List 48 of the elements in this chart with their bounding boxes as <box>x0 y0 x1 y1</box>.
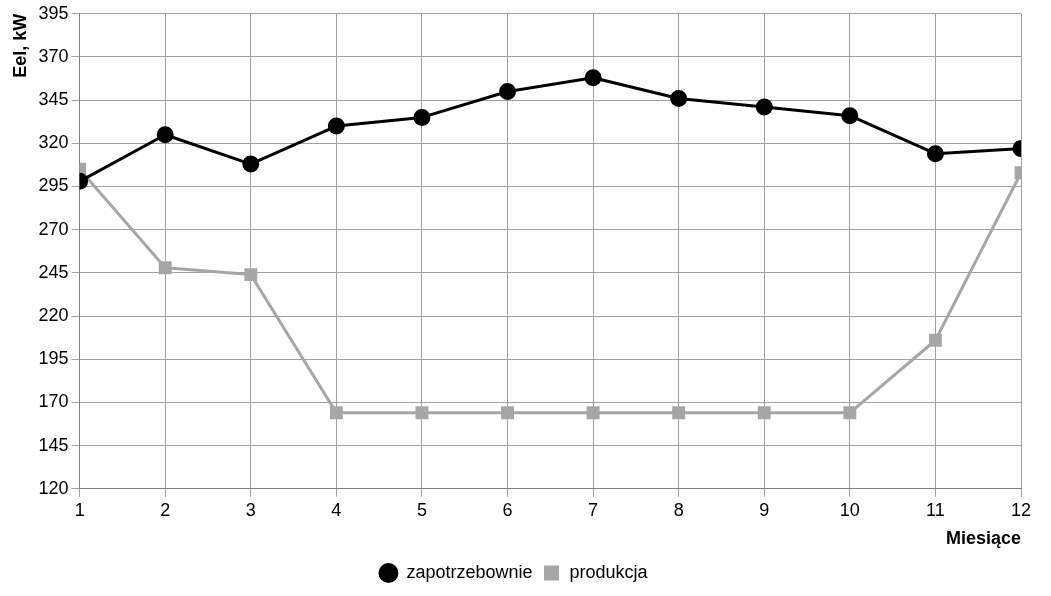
y-axis-title: Eel, kW <box>9 13 30 78</box>
y-tick-label: 220 <box>38 305 69 326</box>
point <box>757 406 771 420</box>
point <box>415 406 429 420</box>
point <box>843 406 857 420</box>
point <box>242 155 260 173</box>
y-tick-label: 145 <box>38 434 69 455</box>
y-tick-label: 370 <box>38 45 69 66</box>
legend-label: produkcja <box>569 561 649 582</box>
point <box>158 261 172 275</box>
y-tick-label: 295 <box>38 175 69 196</box>
x-tick-label: 2 <box>160 499 171 520</box>
point <box>244 268 258 282</box>
y-tick-label: 120 <box>38 477 69 498</box>
point <box>841 107 859 125</box>
point <box>928 333 942 347</box>
point <box>327 117 345 135</box>
point <box>672 406 686 420</box>
x-tick-label: 7 <box>588 499 599 520</box>
point <box>501 406 514 420</box>
x-tick-label: 12 <box>1010 499 1032 520</box>
x-tick-label: 6 <box>502 499 513 520</box>
y-tick-label: 270 <box>38 218 69 239</box>
x-tick-label: 4 <box>331 499 342 520</box>
y-tick-label: 320 <box>38 132 69 153</box>
x-tick-label: 8 <box>673 499 684 520</box>
x-tick-label: 11 <box>926 499 945 520</box>
x-tick-label: 5 <box>416 499 427 520</box>
y-tick-label: 395 <box>38 2 69 23</box>
y-tick-label: 170 <box>38 391 69 412</box>
x-tick-label: 10 <box>839 499 860 520</box>
y-tick-label: 245 <box>38 261 69 282</box>
y-tick-label: 345 <box>38 89 69 110</box>
point <box>156 126 174 144</box>
legend-label: zapotrzebownie <box>406 561 533 582</box>
point <box>586 406 600 420</box>
x-tick-label: 3 <box>245 499 256 520</box>
x-axis-title: Miesiące <box>945 528 1021 549</box>
point <box>584 69 602 87</box>
point <box>926 145 944 163</box>
point <box>329 406 343 420</box>
x-tick-label: 1 <box>74 499 85 520</box>
y-tick-label: 195 <box>38 348 69 369</box>
x-tick-label: 9 <box>759 499 770 520</box>
point <box>499 83 517 101</box>
point <box>755 98 773 116</box>
point <box>413 108 431 126</box>
point <box>670 89 688 107</box>
